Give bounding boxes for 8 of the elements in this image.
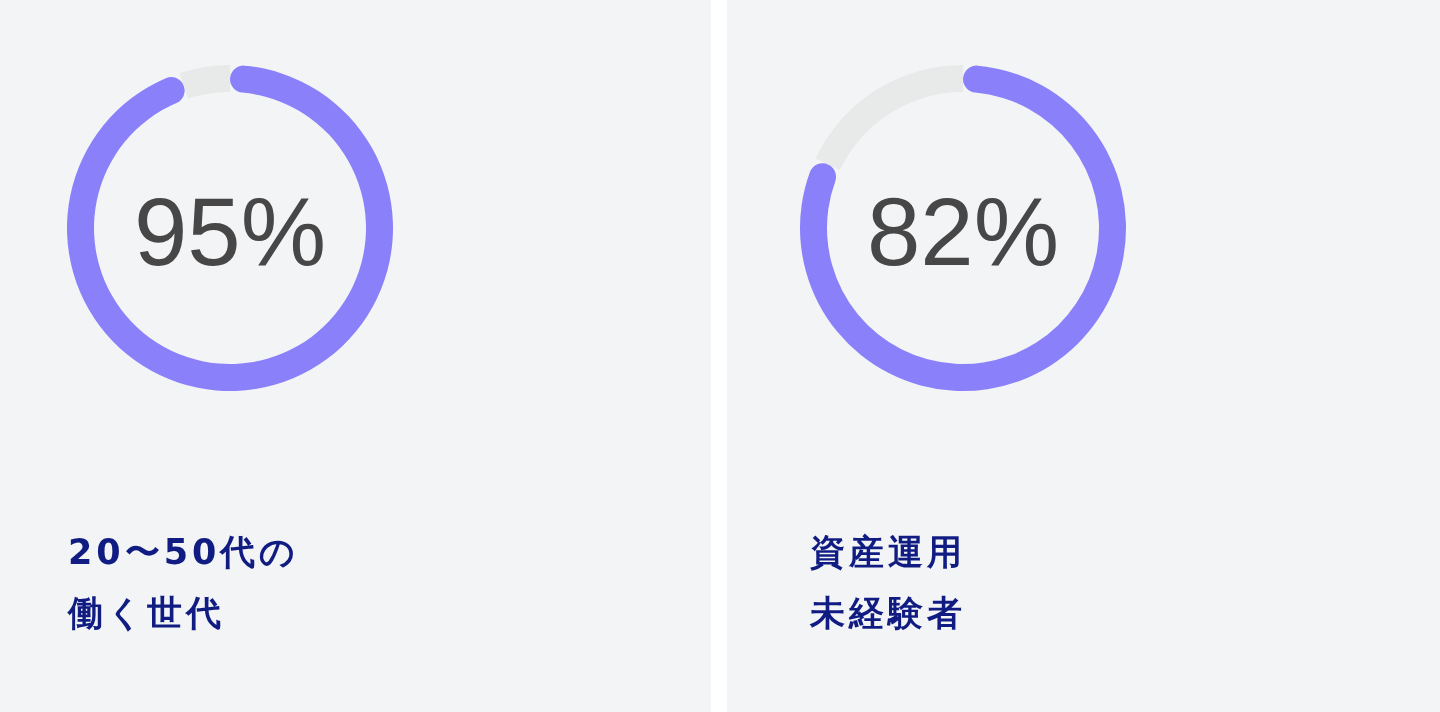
data-label: 82% [866,178,1060,285]
donut-slice [800,65,1126,391]
text: 20〜50代の働く世代 [68,531,301,635]
donut-slice [179,65,230,99]
data-label: 95% [133,178,327,285]
donut-slice [815,65,963,171]
donut-slice [67,65,393,391]
text: 資産運用未経験者 [810,531,967,635]
